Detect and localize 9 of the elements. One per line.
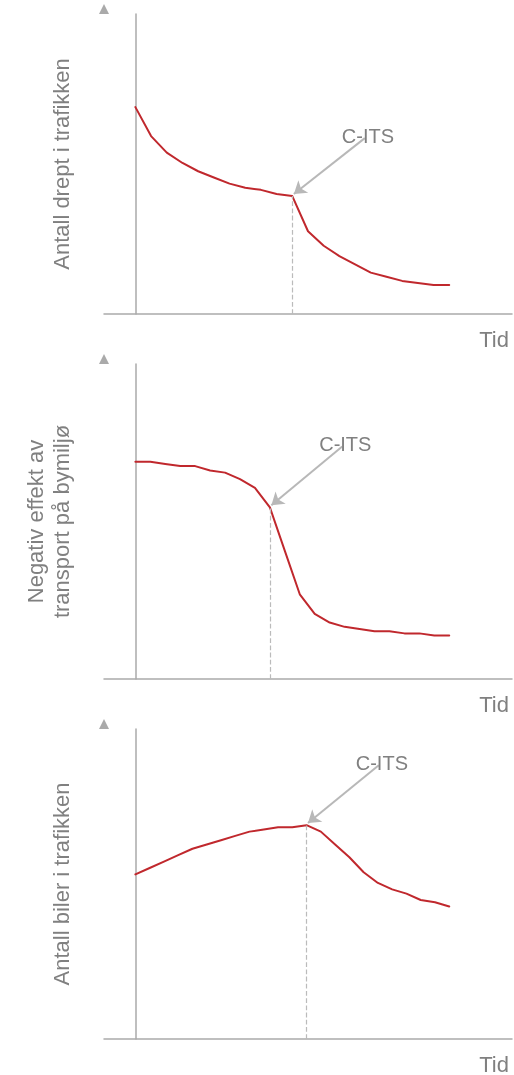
text: C-ITS (319, 433, 372, 455)
text: C-ITS (355, 751, 408, 774)
x-axis-title: Tid (479, 1051, 509, 1075)
x-axis-title: Tid (479, 326, 509, 352)
x-axis-title: Tid (479, 691, 509, 717)
y-axis-title: Antall biler i trafikken (48, 782, 74, 986)
y-axis-title: Antall drept i trafikken (48, 58, 74, 270)
y-axis-title: Negativ effekt av transport på bymiljø (22, 424, 74, 619)
annotation: C-ITS (341, 124, 395, 147)
